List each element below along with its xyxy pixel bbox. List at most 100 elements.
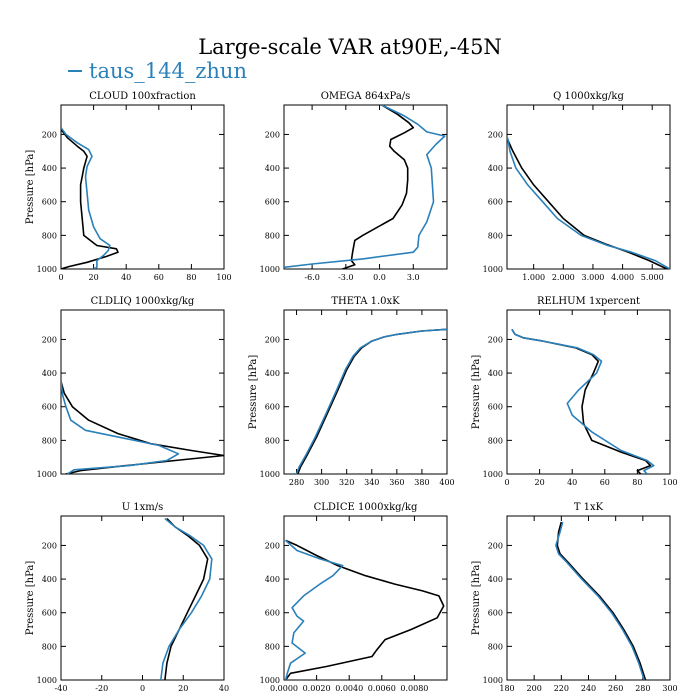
x-tick-label: 240 <box>581 684 596 693</box>
panel-4: CLDLIQ 1000xkg/kg 200 400 600 800 1000 <box>37 296 225 479</box>
series-line-taus <box>295 328 447 474</box>
y-tick-label: 400 <box>265 575 280 584</box>
x-tick-label: 0.0060 <box>368 684 396 693</box>
panel-title: CLDLIQ 1000xkg/kg <box>91 296 195 307</box>
y-tick-label: 800 <box>42 642 57 651</box>
legend: taus_144_zhun <box>68 59 247 83</box>
series-line-taus <box>511 328 655 474</box>
y-tick-label: 200 <box>488 130 503 139</box>
y-tick-label: 600 <box>42 403 57 412</box>
x-tick-label: 5.000 <box>641 273 664 282</box>
y-tick-label: 800 <box>265 642 280 651</box>
y-tick-label: 400 <box>488 164 503 173</box>
plot-frame <box>60 309 225 475</box>
panel-title: T 1xK <box>574 502 604 513</box>
panel-title: Q 1000xkg/kg <box>553 91 624 102</box>
panel-5: THETA 1.0xK Pressure [hPa] 200 400 600 800 100… <box>248 296 455 487</box>
panel-3: Q 1000xkg/kg 200 400 600 800 1000 1.000 2.000 3.… <box>483 91 671 282</box>
y-tick-label: 600 <box>42 198 57 207</box>
x-tick-label: 100 <box>216 273 231 282</box>
y-tick-label: 600 <box>265 609 280 618</box>
y-tick-label: 1000 <box>260 470 280 479</box>
y-tick-label: 400 <box>265 369 280 378</box>
panel-title: THETA 1.0xK <box>331 296 400 307</box>
y-tick-label: 200 <box>488 541 503 550</box>
y-tick-label: 600 <box>488 609 503 618</box>
panel-title: OMEGA 864xPa/s <box>321 91 411 102</box>
x-tick-label: 400 <box>439 478 454 487</box>
y-tick-label: 200 <box>42 335 57 344</box>
x-tick-label: 0 <box>140 684 145 693</box>
x-tick-label: 360 <box>389 478 404 487</box>
x-tick-label: 3.0 <box>407 273 420 282</box>
x-tick-label: 40 <box>567 478 577 487</box>
y-tick-label: 800 <box>488 436 503 445</box>
y-tick-label: 1000 <box>483 470 503 479</box>
y-tick-label: 1000 <box>483 676 503 685</box>
y-tick-label: 200 <box>42 541 57 550</box>
y-tick-label: 600 <box>488 198 503 207</box>
plot-frame <box>60 104 225 270</box>
panel-title: U 1xm/s <box>122 502 164 513</box>
x-tick-label: 3.000 <box>581 273 604 282</box>
page-title: Large-scale VAR at90E,-45N <box>198 35 502 59</box>
y-tick-label: 200 <box>488 335 503 344</box>
x-tick-label: 180 <box>499 684 514 693</box>
series-line-control <box>507 139 668 269</box>
x-tick-label: -6.0 <box>304 273 319 282</box>
x-tick-label: 300 <box>662 684 677 693</box>
plot-frame <box>506 104 671 270</box>
y-tick-label: 600 <box>42 609 57 618</box>
y-tick-label: 1000 <box>260 676 280 685</box>
series-line-taus <box>160 517 213 680</box>
y-axis-label: Pressure [hPa] <box>471 355 482 430</box>
x-tick-label: 0.0000 <box>270 684 298 693</box>
x-tick-label: 80 <box>186 273 196 282</box>
x-tick-label: 20 <box>89 273 99 282</box>
series-line-control <box>556 521 647 680</box>
y-axis-label: Pressure [hPa] <box>25 561 36 636</box>
y-tick-label: 800 <box>42 436 57 445</box>
x-tick-label: 200 <box>527 684 542 693</box>
series-line-taus <box>61 381 180 474</box>
y-tick-label: 800 <box>488 642 503 651</box>
y-axis-label: Pressure [hPa] <box>25 150 36 225</box>
x-tick-label: -3.0 <box>338 273 353 282</box>
series-line-control <box>342 105 415 269</box>
x-tick-label: 300 <box>314 478 329 487</box>
x-tick-label: 60 <box>154 273 164 282</box>
series-line-control <box>297 328 447 474</box>
y-tick-label: 1000 <box>37 470 57 479</box>
y-axis-label: Pressure [hPa] <box>471 561 482 636</box>
plot-frame <box>506 515 671 681</box>
plot-frame <box>283 309 448 475</box>
legend-swatch <box>68 70 82 72</box>
plot-frame <box>283 515 448 681</box>
y-tick-label: 1000 <box>483 265 503 274</box>
x-tick-label: 100 <box>662 478 677 487</box>
x-tick-label: 0.0020 <box>303 684 331 693</box>
series-line-taus <box>284 539 344 680</box>
x-tick-label: 320 <box>339 478 354 487</box>
x-tick-label: 280 <box>635 684 650 693</box>
panel-title: CLOUD 100xfraction <box>89 91 196 102</box>
y-tick-label: 400 <box>42 369 57 378</box>
plot-frame <box>506 309 671 475</box>
x-tick-label: 0 <box>504 478 509 487</box>
x-tick-label: 0 <box>58 273 63 282</box>
x-tick-label: 1.000 <box>522 273 545 282</box>
panel-2: OMEGA 864xPa/s 200 400 600 800 1000 -6.0 -3.0 0.… <box>260 91 448 282</box>
series-line-control <box>61 381 224 474</box>
y-tick-label: 800 <box>265 436 280 445</box>
series-line-control <box>284 539 445 680</box>
y-tick-label: 800 <box>488 231 503 240</box>
series-line-taus <box>507 137 670 269</box>
y-tick-label: 400 <box>488 369 503 378</box>
x-tick-label: 340 <box>364 478 379 487</box>
x-tick-label: 220 <box>554 684 569 693</box>
y-tick-label: 1000 <box>37 676 57 685</box>
